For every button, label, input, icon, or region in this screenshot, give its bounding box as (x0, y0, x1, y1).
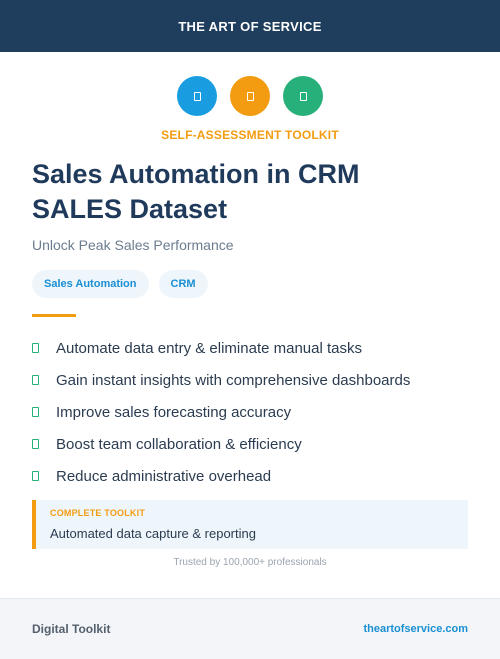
tag-sales-automation: Sales Automation (32, 270, 149, 298)
feature-text: Reduce administrative overhead (56, 467, 272, 485)
title-line-1: Sales Automation in CRM (32, 159, 360, 189)
document-icon-orange (230, 76, 270, 116)
document-icon (299, 91, 307, 101)
trust-note: Trusted by 100,000+ professionals (173, 557, 327, 568)
feature-text: Gain instant insights with comprehensive… (56, 371, 411, 389)
header-bar: THE ART OF SERVICE (0, 0, 500, 52)
check-icon (32, 407, 39, 417)
check-icon (32, 375, 39, 385)
feature-text: Automate data entry & eliminate manual t… (56, 339, 362, 357)
check-icon (32, 471, 39, 481)
tag-list: Sales Automation CRM (32, 270, 208, 298)
toolkit-callout: COMPLETE TOOLKIT Automated data capture … (32, 500, 468, 549)
list-item: Reduce administrative overhead (32, 460, 472, 492)
document-icon (193, 91, 201, 101)
document-icon (246, 91, 254, 101)
callout-text: Automated data capture & reporting (50, 526, 256, 541)
document-icon-blue (177, 76, 217, 116)
feature-list: Automate data entry & eliminate manual t… (32, 332, 472, 492)
kicker-label: SELF-ASSESSMENT TOOLKIT (161, 128, 339, 142)
callout-label: COMPLETE TOOLKIT (50, 508, 146, 518)
tag-crm: CRM (158, 270, 208, 298)
check-icon (32, 439, 39, 449)
list-item: Boost team collaboration & efficiency (32, 428, 472, 460)
footer-label: Digital Toolkit (32, 622, 111, 636)
list-item: Automate data entry & eliminate manual t… (32, 332, 472, 364)
accent-divider (32, 314, 76, 317)
feature-text: Improve sales forecasting accuracy (56, 403, 292, 421)
footer: Digital Toolkit theartofservice.com (0, 598, 500, 659)
brand-name: THE ART OF SERVICE (178, 18, 322, 34)
document-icon-green (283, 76, 323, 116)
title-line-2: SALES Dataset (32, 194, 228, 224)
list-item: Improve sales forecasting accuracy (32, 396, 472, 428)
list-item: Gain instant insights with comprehensive… (32, 364, 472, 396)
website-link[interactable]: theartofservice.com (363, 623, 468, 635)
check-icon (32, 343, 39, 353)
page-title: Sales Automation in CRM SALES Dataset (32, 157, 472, 227)
icon-row (0, 76, 500, 116)
subtitle: Unlock Peak Sales Performance (32, 237, 234, 253)
feature-text: Boost team collaboration & efficiency (56, 435, 302, 453)
